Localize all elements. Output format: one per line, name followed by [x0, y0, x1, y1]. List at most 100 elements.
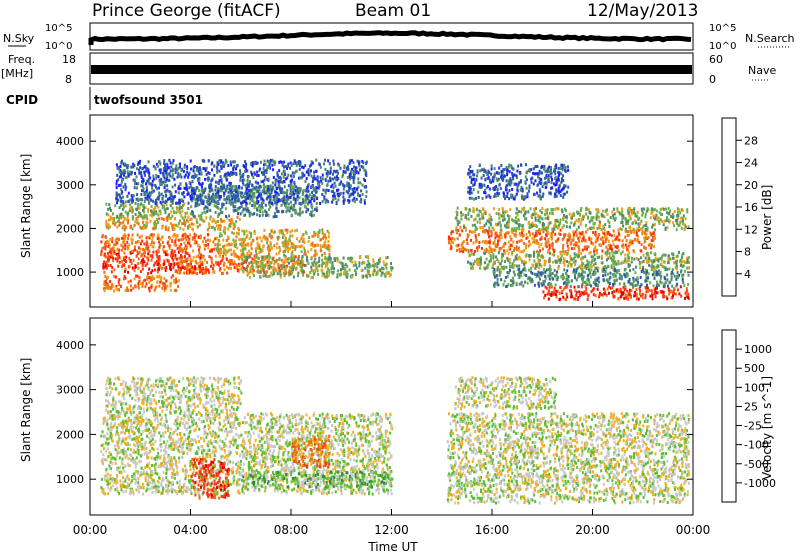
- data-cell: [311, 161, 314, 165]
- data-cell: [176, 270, 179, 274]
- data-cell: [577, 218, 580, 221]
- data-cell: [284, 203, 286, 207]
- data-cell: [239, 169, 242, 173]
- data-cell: [289, 230, 292, 234]
- data-cell: [460, 211, 463, 214]
- data-cell: [143, 226, 145, 230]
- data-cell: [579, 213, 582, 217]
- data-cell: [148, 276, 150, 280]
- data-cell: [346, 181, 349, 185]
- data-cell: [474, 234, 477, 238]
- data-cell: [521, 234, 524, 238]
- data-cell: [565, 208, 567, 212]
- data-cell: [221, 271, 224, 275]
- data-cell: [570, 247, 573, 251]
- data-cell: [216, 220, 219, 223]
- data-cell: [243, 178, 246, 182]
- data-cell: [562, 243, 565, 247]
- data-cell: [149, 176, 152, 180]
- data-cell: [263, 191, 266, 195]
- data-cell: [219, 267, 222, 270]
- data-cell: [127, 174, 130, 178]
- data-cell: [494, 244, 497, 248]
- data-cell: [261, 213, 264, 217]
- data-cell: [189, 260, 192, 264]
- data-cell: [120, 180, 123, 184]
- data-cell: [527, 222, 530, 225]
- data-cell: [626, 230, 629, 233]
- data-cell: [275, 198, 278, 202]
- data-cell: [551, 252, 554, 256]
- data-cell: [248, 182, 251, 186]
- data-cell: [298, 201, 301, 205]
- data-cell: [150, 198, 153, 202]
- data-cell: [270, 271, 273, 275]
- data-cell: [314, 262, 317, 266]
- data-cell: [215, 236, 218, 240]
- data-cell: [169, 161, 172, 165]
- data-cell: [504, 210, 507, 214]
- data-cell: [534, 233, 537, 237]
- data-cell: [567, 264, 570, 268]
- data-cell: [482, 207, 484, 211]
- data-cell: [165, 266, 168, 270]
- data-cell: [218, 197, 221, 201]
- data-cell: [194, 201, 197, 205]
- data-cell: [278, 231, 281, 235]
- data-cell: [546, 216, 549, 220]
- data-cell: [180, 248, 183, 252]
- data-cell: [181, 209, 184, 213]
- data-cell: [285, 195, 288, 199]
- data-cell: [536, 262, 539, 266]
- data-cell: [559, 261, 562, 265]
- data-cell: [241, 229, 244, 233]
- data-cell: [617, 228, 620, 232]
- data-cell: [120, 192, 123, 196]
- data-cell: [575, 233, 578, 237]
- data-cell: [643, 207, 646, 211]
- data-cell: [210, 248, 213, 252]
- data-cell: [547, 237, 550, 241]
- data-cell: [288, 261, 290, 265]
- data-cell: [306, 274, 309, 278]
- data-cell: [505, 232, 507, 236]
- data-cell: [539, 209, 542, 213]
- data-cell: [106, 252, 109, 255]
- data-cell: [627, 262, 630, 266]
- data-cell: [610, 256, 612, 260]
- data-cell: [642, 265, 644, 269]
- data-cell: [216, 242, 219, 246]
- data-cell: [146, 262, 149, 266]
- data-cell: [671, 216, 674, 220]
- data-cell: [329, 260, 332, 264]
- data-cell: [307, 262, 310, 266]
- data-cell: [314, 244, 317, 248]
- data-cell: [220, 159, 223, 163]
- data-cell: [193, 165, 196, 169]
- data-cell: [348, 268, 351, 272]
- data-cell: [542, 255, 544, 259]
- data-cell: [291, 234, 294, 238]
- data-cell: [239, 171, 242, 175]
- data-cell: [329, 257, 332, 261]
- data-cell: [149, 278, 152, 282]
- data-cell: [342, 199, 345, 203]
- data-cell: [198, 172, 201, 176]
- data-cell: [483, 249, 486, 252]
- data-cell: [136, 221, 139, 225]
- data-cell: [313, 213, 315, 217]
- data-cell: [645, 232, 648, 236]
- data-cell: [124, 236, 127, 240]
- data-cell: [314, 249, 317, 253]
- data-cell: [498, 247, 501, 251]
- data-cell: [187, 192, 190, 196]
- data-cell: [676, 254, 679, 258]
- data-cell: [583, 266, 586, 269]
- data-cell: [641, 230, 644, 234]
- data-cell: [154, 205, 157, 209]
- data-cell: [272, 258, 275, 262]
- data-cell: [529, 254, 532, 258]
- data-cell: [212, 192, 215, 196]
- data-cell: [492, 262, 495, 266]
- data-cell: [282, 271, 285, 275]
